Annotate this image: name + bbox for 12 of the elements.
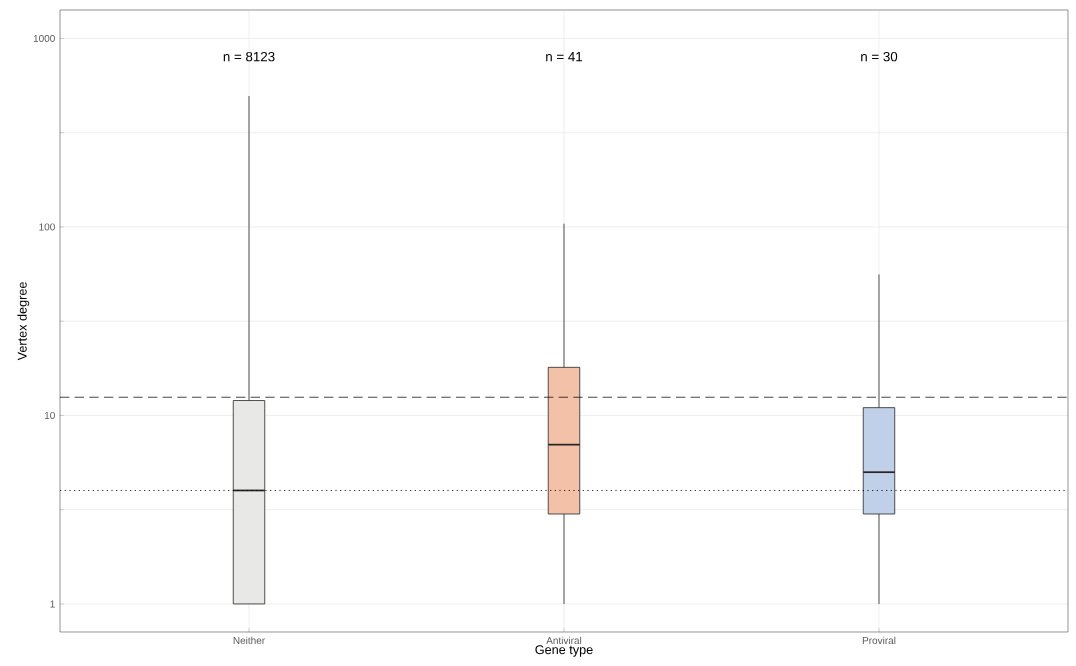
- x-tick-label: Proviral: [862, 636, 896, 645]
- y-tick-label: 1000: [33, 34, 55, 42]
- annotation: n = 41: [546, 52, 583, 62]
- x-tick-label: Antiviral: [546, 636, 582, 645]
- y-tick-label: 1: [50, 600, 55, 608]
- y-tick-label: 10: [44, 411, 55, 419]
- y-axis-title: Vertex degree: [17, 282, 30, 361]
- x-tick-label: Neither: [233, 636, 265, 645]
- x-axis-title: Gene type: [535, 645, 593, 657]
- y-tick-label: 100: [39, 223, 55, 231]
- annotation: n = 8123: [223, 51, 275, 62]
- annotation: n = 30: [861, 51, 898, 62]
